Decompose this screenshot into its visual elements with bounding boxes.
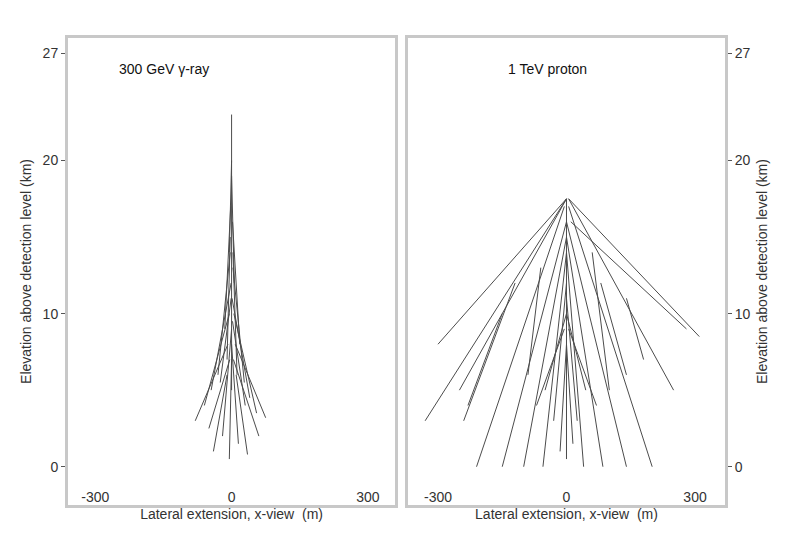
svg-text:300: 300 <box>683 489 707 505</box>
svg-text:300: 300 <box>356 489 380 505</box>
svg-text:10: 10 <box>43 306 59 322</box>
svg-text:-300: -300 <box>424 489 452 505</box>
svg-text:1 TeV proton: 1 TeV proton <box>508 61 587 77</box>
svg-text:Lateral extension, x-view (m): Lateral extension, x-view (m) <box>475 506 658 522</box>
svg-text:27: 27 <box>43 45 59 61</box>
svg-text:0: 0 <box>735 459 743 475</box>
svg-text:0: 0 <box>563 489 571 505</box>
svg-text:20: 20 <box>735 152 751 168</box>
svg-text:-300: -300 <box>81 489 109 505</box>
svg-text:27: 27 <box>735 45 751 61</box>
svg-text:0: 0 <box>50 459 58 475</box>
svg-text:Elevation above detection leve: Elevation above detection level (km) <box>18 159 34 384</box>
svg-text:10: 10 <box>735 306 751 322</box>
svg-text:300 GeV γ-ray: 300 GeV γ-ray <box>119 61 209 77</box>
svg-text:0: 0 <box>228 489 236 505</box>
svg-text:Lateral extension, x-view (m): Lateral extension, x-view (m) <box>140 506 323 522</box>
svg-text:20: 20 <box>43 152 59 168</box>
svg-text:Elevation above detection leve: Elevation above detection level (km) <box>754 159 770 384</box>
